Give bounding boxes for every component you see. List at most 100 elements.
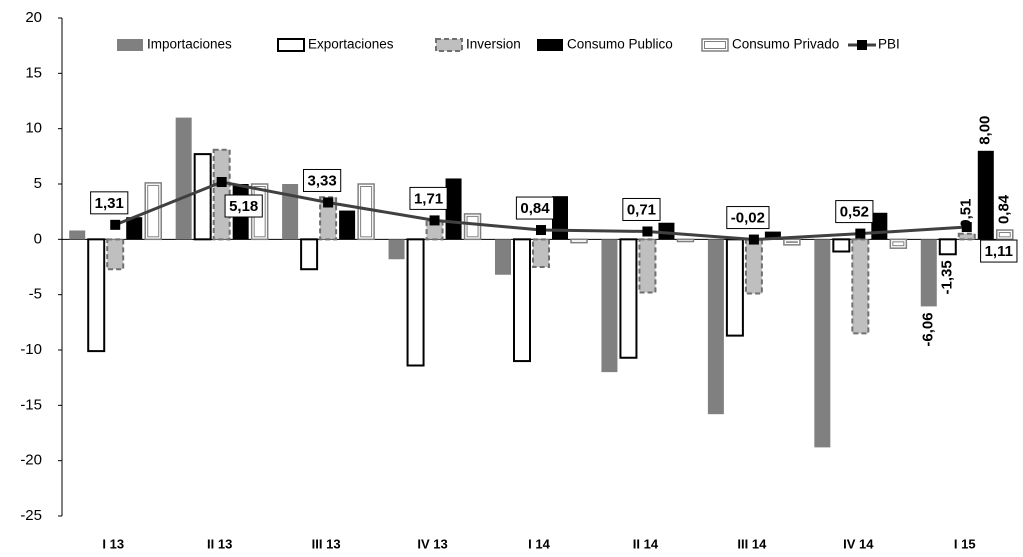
value-label: 1,11 (985, 243, 1013, 260)
bar (977, 150, 994, 240)
bar (851, 238, 870, 335)
bar (495, 239, 511, 275)
label-box (726, 206, 770, 230)
bar (601, 239, 618, 373)
value-label: 0,84 (520, 200, 550, 217)
value-label-box: 1,11 (980, 239, 1018, 263)
bar (725, 238, 744, 337)
legend-label: Inversion (466, 37, 521, 52)
bar-inner (785, 241, 798, 243)
bar (339, 210, 356, 240)
value-label: 5,18 (229, 198, 258, 215)
bar (552, 196, 568, 240)
y-tick-label: -25 (20, 507, 42, 524)
y-tick-label: 10 (25, 120, 42, 137)
bar-inner (892, 241, 905, 247)
x-tick-label: I 14 (528, 536, 550, 551)
bar (513, 238, 531, 363)
value-label: -1,35 (939, 260, 956, 294)
line-marker (536, 225, 546, 236)
value-label: 0,84 (996, 194, 1013, 224)
legend-swatch (537, 39, 563, 51)
label-box (409, 186, 448, 210)
label-box (515, 196, 555, 220)
bar (445, 178, 462, 240)
bar (707, 239, 724, 415)
value-label-box: 5,18 (224, 194, 263, 218)
bar (388, 239, 405, 260)
label-box (835, 200, 874, 224)
legend-swatch (701, 38, 729, 52)
bar (126, 217, 143, 240)
line-marker (855, 228, 866, 239)
x-tick-label: II 13 (207, 536, 232, 551)
bar (570, 238, 588, 244)
y-tick-label: -10 (20, 341, 42, 358)
value-label: -0,02 (731, 210, 765, 227)
legend-label: PBI (878, 37, 900, 52)
x-tick-label: I 13 (102, 536, 124, 551)
value-label-box: 1,71 (409, 186, 448, 210)
bar (87, 238, 106, 353)
y-tick-label: 5 (34, 175, 42, 192)
bar (319, 196, 338, 241)
label-box (303, 168, 342, 192)
bar (938, 238, 957, 256)
legend-swatch-inner (704, 41, 726, 49)
line-marker (216, 177, 227, 188)
bar (619, 238, 638, 359)
line-marker (323, 197, 334, 208)
bar (658, 222, 675, 240)
value-label: 0,71 (627, 201, 656, 218)
line-marker (748, 234, 759, 245)
value-label-box: -0,02 (726, 206, 770, 230)
legend-marker (857, 40, 867, 50)
legend-label: Consumo Privado (732, 37, 839, 52)
line-marker (110, 219, 121, 230)
x-tick-label: III 14 (737, 536, 767, 551)
bar (406, 238, 425, 367)
bar (744, 238, 763, 295)
line-marker (961, 222, 972, 233)
x-tick-label: II 14 (633, 536, 659, 551)
legend-swatch (435, 38, 463, 52)
bar-inner (998, 232, 1011, 238)
x-tick-label: I 15 (954, 536, 976, 551)
bar-inner (360, 186, 373, 238)
bar-inner (466, 215, 479, 238)
bar (814, 239, 831, 448)
label-box (622, 197, 661, 221)
x-tick-label: IV 13 (417, 536, 447, 551)
x-tick-label: IV 14 (843, 536, 874, 551)
legend-label: Importaciones (147, 37, 232, 52)
value-label: 0,52 (840, 204, 869, 221)
y-tick-label: -5 (29, 286, 42, 303)
bar (106, 238, 125, 271)
bar (676, 238, 695, 243)
legend-label: Exportaciones (308, 37, 394, 52)
legend-label: Consumo Publico (567, 37, 673, 52)
value-label: 1,71 (414, 190, 443, 207)
value-label-box: 0,84 (515, 196, 555, 220)
y-tick-label: -20 (20, 452, 42, 469)
value-label-box: 3,33 (303, 168, 342, 192)
label-box (90, 191, 129, 215)
bar (463, 213, 482, 241)
bar (193, 153, 212, 241)
x-tick-label: III 13 (312, 536, 341, 551)
value-label-box: 1,31 (90, 191, 129, 215)
value-label: 8,00 (977, 116, 994, 145)
bar (920, 239, 937, 307)
bar (175, 117, 192, 240)
value-label: 0,51 (958, 198, 975, 227)
y-tick-label: -15 (20, 396, 42, 413)
bar (957, 232, 976, 241)
bar (69, 230, 86, 240)
y-tick-label: 20 (25, 9, 42, 26)
bar (282, 184, 299, 240)
bar (638, 238, 657, 294)
value-label: 1,31 (95, 195, 124, 212)
value-label-box: 0,52 (835, 200, 874, 224)
